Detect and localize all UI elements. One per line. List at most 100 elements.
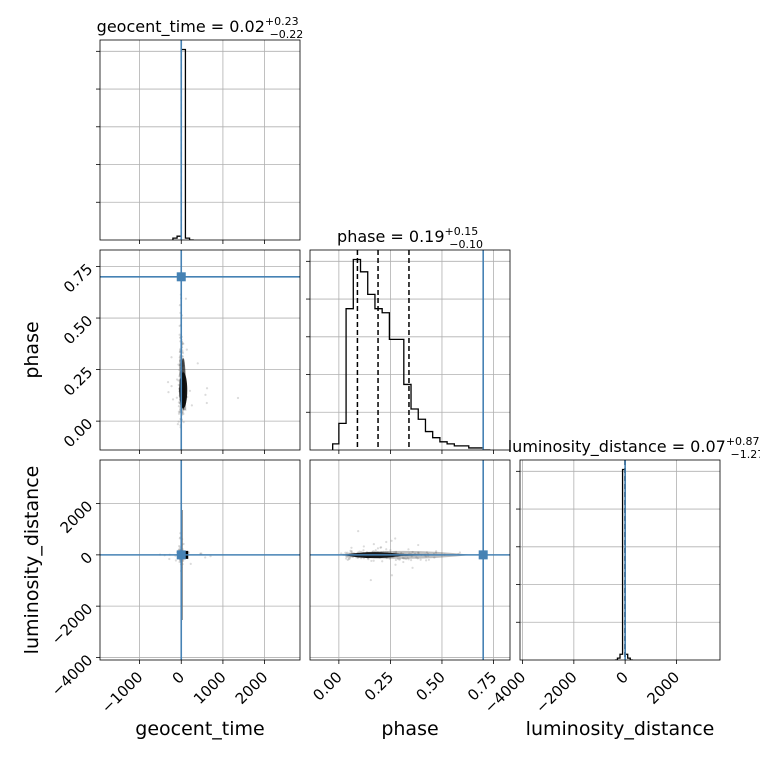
sample-point: [178, 537, 181, 540]
sample-point: [345, 557, 348, 560]
sample-point: [398, 558, 402, 561]
panel-phase-vs-geocent_time: 0.00 0.25 0.50 0.75: [60, 249, 301, 454]
panel-content: [100, 40, 300, 240]
sample-point: [190, 404, 193, 407]
tick-label-phase: 0.25: [361, 668, 397, 704]
sample-point: [405, 557, 408, 561]
sample-point: [425, 551, 429, 554]
sample-point: [372, 559, 375, 562]
sample-point: [416, 557, 419, 560]
sample-point: [178, 364, 181, 367]
panel-title-main: luminosity_distance = 0.07: [508, 437, 726, 457]
x-axis-label-luminosity_distance: luminosity_distance: [526, 718, 715, 740]
sample-point: [177, 405, 180, 408]
sample-point: [178, 411, 181, 414]
sample-point: [348, 557, 351, 560]
sample-point: [398, 558, 401, 561]
sample-point: [379, 546, 382, 549]
tick-label-phase: 0.75: [60, 260, 96, 296]
sample-point: [390, 539, 393, 542]
sample-point: [389, 550, 392, 554]
panel-frame: [99, 459, 301, 661]
sample-point: [205, 387, 209, 390]
sample-point: [345, 555, 348, 558]
truth-marker: [176, 550, 186, 560]
sample-point: [393, 551, 396, 554]
sample-point: [411, 566, 414, 569]
sample-point: [200, 552, 203, 555]
tick-label-geocent_time: −1000: [98, 668, 147, 717]
sample-point: [196, 362, 199, 365]
sample-point: [403, 557, 406, 560]
panel-title-main: phase = 0.19: [337, 227, 444, 246]
sample-point: [349, 549, 352, 552]
tick-label-luminosity_distance: −4000: [48, 651, 97, 700]
x-axis-label-phase: phase: [381, 718, 438, 740]
sample-point: [357, 530, 360, 533]
sample-point: [360, 557, 363, 560]
sample-point: [171, 398, 175, 401]
panel-content: [310, 250, 510, 450]
tick-label-geocent_time: 2000: [232, 668, 272, 708]
tick-label-phase: 0.50: [412, 668, 448, 704]
sample-point: [394, 537, 397, 540]
sample-point: [185, 348, 188, 351]
sample-point: [178, 546, 181, 549]
sample-point: [425, 559, 428, 562]
sample-point: [346, 558, 349, 561]
panel-title-geocent_time: geocent_time = 0.02+0.23 −0.22: [97, 15, 304, 41]
panel-content: [100, 250, 300, 450]
sample-point: [401, 556, 404, 560]
sample-point: [419, 558, 422, 561]
panel-frame: [309, 459, 511, 661]
sample-point: [177, 401, 180, 404]
sample-point: [417, 543, 420, 547]
tick-label-phase: 0.25: [60, 363, 96, 399]
panel-title-minus: −0.10: [449, 238, 483, 251]
sample-point: [181, 351, 184, 355]
sample-point: [406, 556, 409, 560]
sample-point: [174, 559, 178, 562]
panel-phase-vs-phase: [306, 249, 511, 454]
sample-point: [344, 551, 347, 554]
y-axis-label-phase: phase: [21, 321, 43, 378]
sample-point: [372, 550, 375, 553]
panel-title-plus: +0.23: [265, 15, 299, 28]
panel-luminosity_distance-vs-phase: 0.00 0.25 0.50 0.75: [309, 459, 511, 704]
sample-point: [407, 558, 410, 561]
sample-point: [189, 562, 192, 565]
panel-frame: [309, 249, 511, 451]
sample-point: [175, 396, 178, 399]
panel-content: [310, 460, 510, 660]
tick-label-luminosity_distance: −2000: [532, 668, 581, 717]
sample-point: [379, 546, 383, 549]
sample-point: [178, 548, 181, 551]
sample-point: [175, 378, 179, 381]
sample-point: [178, 324, 181, 327]
histogram-luminosity_distance: [614, 468, 633, 660]
sample-point: [236, 396, 240, 400]
panel-title-phase: phase = 0.19+0.15 −0.10: [337, 225, 483, 251]
truth-marker: [176, 272, 186, 282]
sample-point: [390, 574, 394, 577]
sample-point: [394, 563, 397, 566]
panel-title-main: geocent_time = 0.02: [97, 17, 265, 37]
sample-point: [409, 558, 413, 562]
sample-point: [396, 557, 399, 561]
sample-point: [178, 333, 181, 336]
sample-point: [407, 548, 410, 551]
panel-title-minus: −1.27: [731, 448, 760, 461]
tick-label-phase: 0.00: [309, 668, 345, 704]
sample-point: [417, 552, 420, 555]
tick-label-phase: 0.50: [60, 312, 96, 348]
axis-labels: geocent_time phase luminosity_distancephas…: [21, 321, 714, 740]
density-contour: [179, 359, 187, 411]
sample-point: [356, 556, 359, 560]
marginal-titles: geocent_time = 0.02+0.23 −0.22 phase = 0.1…: [97, 15, 760, 461]
sample-point: [204, 556, 207, 559]
sample-point: [402, 560, 405, 564]
sample-point: [181, 411, 185, 414]
sample-point: [177, 379, 180, 382]
